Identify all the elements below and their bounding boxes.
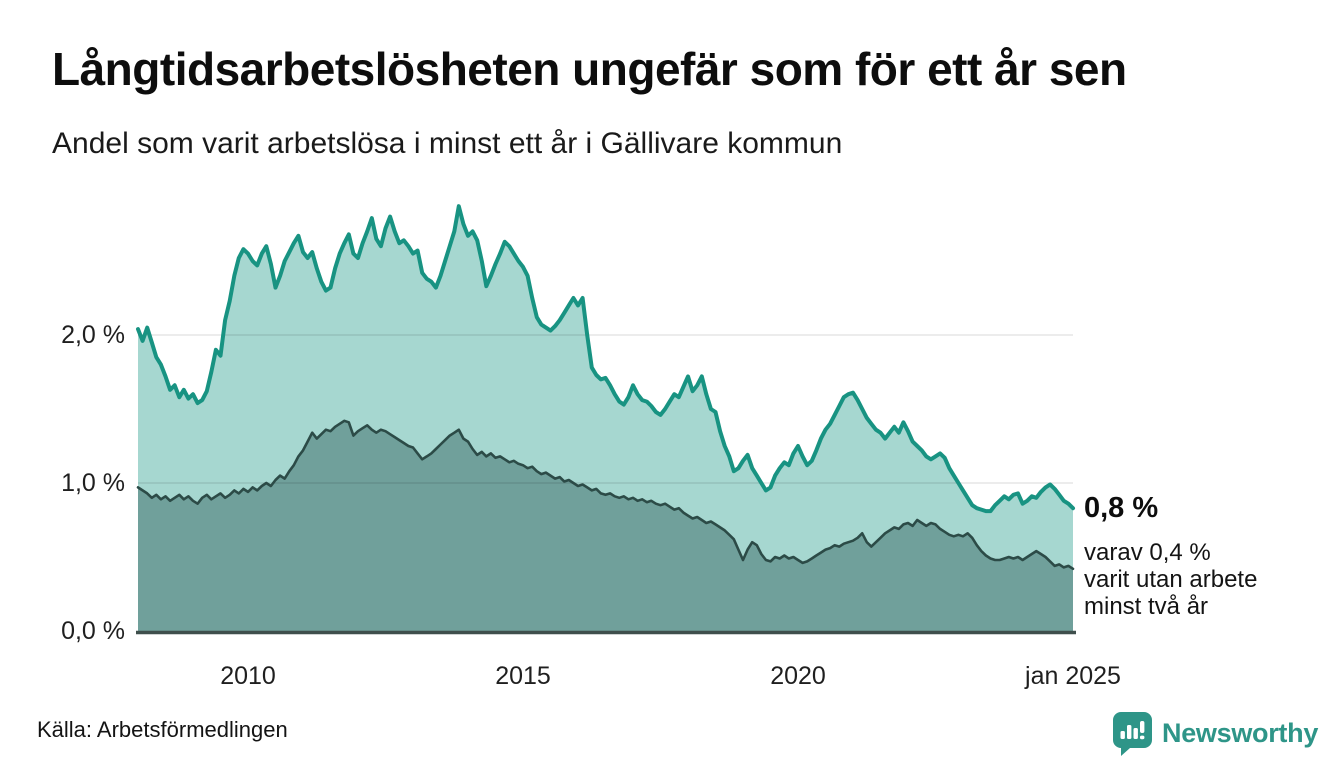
y-tick-label: 1,0 % bbox=[61, 469, 125, 497]
newsworthy-bubble-icon bbox=[1113, 711, 1152, 756]
x-tick-label: jan 2025 bbox=[1025, 662, 1121, 690]
x-tick-label: 2020 bbox=[770, 662, 826, 690]
area-fill-two-years bbox=[138, 420, 1073, 631]
y-tick-label: 2,0 % bbox=[61, 321, 125, 349]
newsworthy-logo: Newsworthy bbox=[1112, 710, 1318, 756]
page-title: Långtidsarbetslösheten ungefär som för e… bbox=[52, 43, 1127, 95]
page-subtitle: Andel som varit arbetslösa i minst ett å… bbox=[52, 127, 843, 160]
end-value-primary: 0,8 % bbox=[1084, 492, 1159, 524]
x-tick-label: 2010 bbox=[220, 662, 276, 690]
line-one-year bbox=[136, 204, 1075, 514]
x-tick-label: 2015 bbox=[495, 662, 551, 690]
line-two-years bbox=[136, 419, 1075, 571]
source-note: Källa: Arbetsförmedlingen bbox=[37, 717, 288, 742]
newsworthy-wordmark: Newsworthy bbox=[1162, 717, 1319, 748]
y-tick-label: 0,0 % bbox=[61, 617, 125, 645]
end-value-secondary: varav 0,4 % varit utan arbete minst två … bbox=[1084, 539, 1258, 620]
end-value-annotation: 0,8 % varav 0,4 % varit utan arbete mins… bbox=[1084, 492, 1334, 620]
